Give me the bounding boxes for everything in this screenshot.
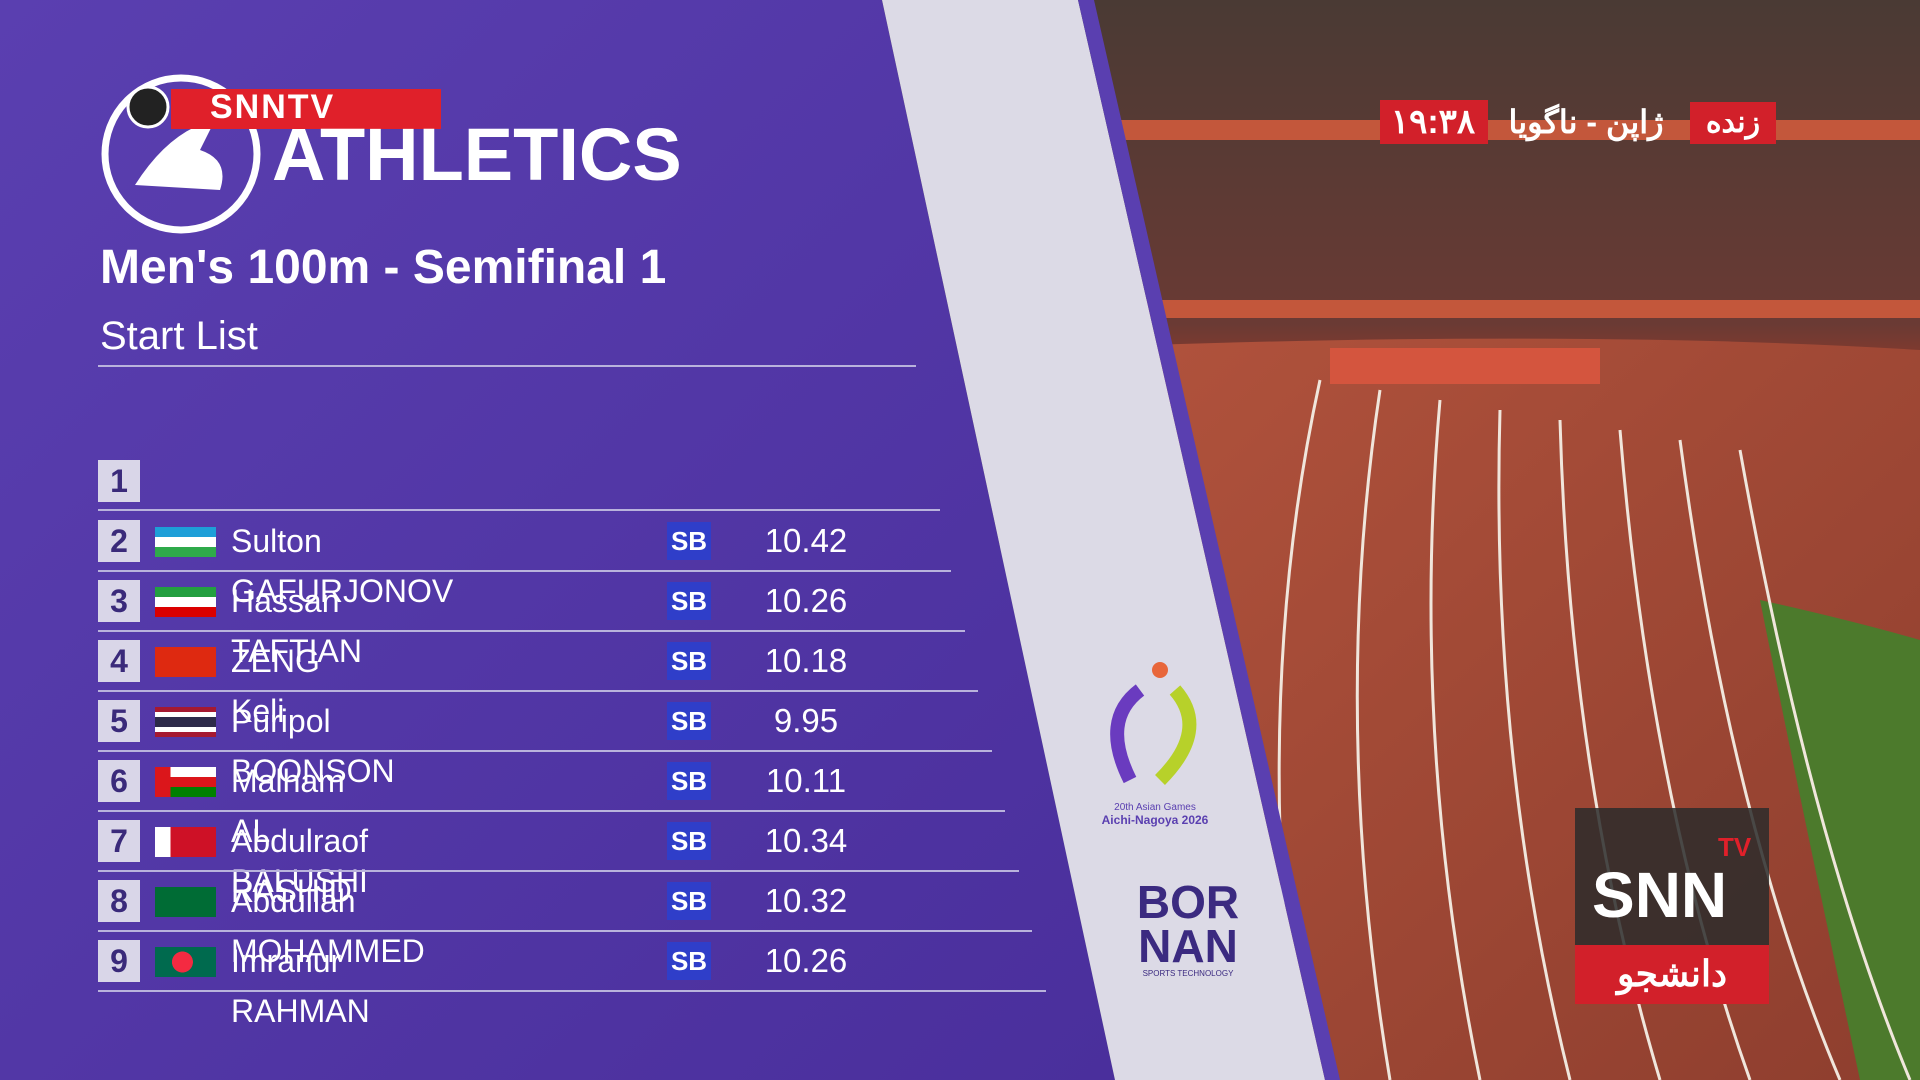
live-time: ۱۹:۳۸ xyxy=(1390,103,1476,141)
lane-number: 5 xyxy=(98,700,140,742)
stand-banner xyxy=(1120,300,1920,318)
athlete-name: Abdulraof RASHID xyxy=(231,823,368,909)
season-best: 10.26 xyxy=(764,942,848,979)
mark-type: SB xyxy=(667,822,711,860)
lane-number: 2 xyxy=(98,520,140,562)
season-best: 10.32 xyxy=(764,882,848,919)
live-label: زنده xyxy=(1705,106,1761,139)
sport-title: ATHLETICS xyxy=(272,113,682,196)
subtitle: Start List xyxy=(100,314,258,358)
row-rule xyxy=(98,750,992,752)
tech-logo: BOR NAN SPORTS TECHNOLOGY xyxy=(1118,876,1258,980)
brand-banner xyxy=(171,89,441,129)
channel-logo-tv: TV xyxy=(1718,832,1752,862)
athlete-name: ZENG Keli xyxy=(231,643,320,729)
athlete-name: Imranur RAHMAN xyxy=(231,943,370,1029)
athlete-name: Puripol BOONSON xyxy=(231,703,395,789)
games-emblem xyxy=(1152,662,1168,678)
row-rule xyxy=(98,509,940,511)
season-best: 10.26 xyxy=(764,582,848,619)
games-emblem xyxy=(1110,684,1145,784)
mark-type: SB xyxy=(667,882,711,920)
mark-type: SB xyxy=(667,762,711,800)
mark-type: SB xyxy=(667,522,711,560)
flag xyxy=(155,947,216,977)
flag xyxy=(155,887,216,917)
lane-number: 8 xyxy=(98,880,140,922)
channel-logo: SNN xyxy=(1592,859,1728,931)
lane-number: 4 xyxy=(98,640,140,682)
live-location: ژاپن - ناگویا xyxy=(1508,104,1664,140)
row-rule xyxy=(98,930,1032,932)
tech-tagline: SPORTS TECHNOLOGY xyxy=(1142,969,1234,978)
flag xyxy=(155,587,216,617)
time-box xyxy=(1380,100,1488,144)
partner-band xyxy=(1575,945,1769,1004)
finish-banner xyxy=(1330,348,1600,384)
flag xyxy=(155,827,216,857)
lane-number: 6 xyxy=(98,760,140,802)
lane-number: 3 xyxy=(98,580,140,622)
games-caption: 20th Asian Games Aichi-Nagoya 2026 xyxy=(1080,802,1230,826)
athlete-name: Malham AL BALUSHI xyxy=(231,763,368,899)
games-emblem xyxy=(1154,685,1197,785)
row-rule xyxy=(98,630,965,632)
season-best: 9.95 xyxy=(773,702,839,739)
row-rule xyxy=(98,990,1046,992)
flag xyxy=(155,527,216,557)
games-host: Aichi-Nagoya 2026 xyxy=(1101,813,1209,827)
athletics-icon xyxy=(135,120,223,190)
games-name: 20th Asian Games xyxy=(1114,802,1196,813)
infield xyxy=(1760,600,1920,1080)
brand: SNNTV xyxy=(210,88,336,126)
season-best: 10.11 xyxy=(765,762,847,799)
row-rule xyxy=(98,570,951,572)
flag xyxy=(155,707,216,737)
season-best: 10.42 xyxy=(764,522,848,559)
mark-type: SB xyxy=(667,942,711,980)
lane-number: 1 xyxy=(98,460,140,502)
row-rule xyxy=(98,690,978,692)
athlete-name: Abdullah MOHAMMED xyxy=(231,883,425,969)
tech-line2: NAN xyxy=(1138,920,1238,972)
row-rule xyxy=(98,810,1005,812)
live-box xyxy=(1690,102,1776,144)
lane-number: 7 xyxy=(98,820,140,862)
row-rule xyxy=(98,870,1019,872)
mark-type: SB xyxy=(667,702,711,740)
athlete-name: Hassan TAFTIAN xyxy=(231,583,362,669)
header-rule xyxy=(98,365,916,367)
event-title: Men's 100m - Semifinal 1 xyxy=(100,241,667,294)
athletics-logo xyxy=(101,74,261,234)
athlete-name: Sulton GAFURJONOV xyxy=(231,523,454,609)
season-best: 10.34 xyxy=(764,822,848,859)
stripe-edge xyxy=(1078,0,1340,1080)
mark-type: SB xyxy=(667,642,711,680)
flag xyxy=(155,767,216,797)
telegram-icon xyxy=(126,85,170,129)
lane-number: 9 xyxy=(98,940,140,982)
tech-line1: BOR xyxy=(1136,876,1240,928)
mark-type: SB xyxy=(667,582,711,620)
season-best: 10.18 xyxy=(764,642,848,679)
flag xyxy=(155,647,216,677)
partner-logo: دانشجو xyxy=(1616,953,1727,994)
sponsor-stripe xyxy=(882,0,1325,1080)
